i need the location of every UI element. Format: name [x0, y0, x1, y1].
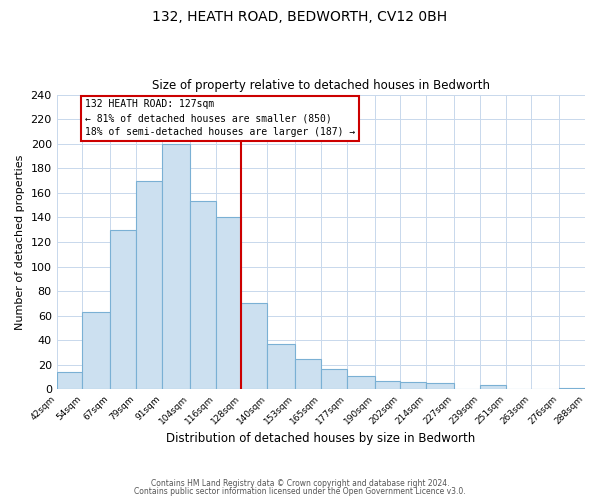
Bar: [190, 202, 215, 390]
Bar: [295, 359, 321, 390]
Bar: [480, 384, 506, 390]
Title: Size of property relative to detached houses in Bedworth: Size of property relative to detached ho…: [152, 79, 490, 92]
Text: 132, HEATH ROAD, BEDWORTH, CV12 0BH: 132, HEATH ROAD, BEDWORTH, CV12 0BH: [152, 10, 448, 24]
Bar: [56, 372, 82, 390]
Bar: [82, 312, 110, 390]
Bar: [241, 304, 267, 390]
Bar: [267, 344, 295, 390]
Bar: [136, 180, 162, 390]
Bar: [559, 388, 585, 390]
Bar: [321, 368, 347, 390]
Bar: [215, 218, 241, 390]
Bar: [426, 384, 454, 390]
Bar: [162, 144, 190, 390]
Bar: [110, 230, 136, 390]
Bar: [347, 376, 374, 390]
Text: Contains HM Land Registry data © Crown copyright and database right 2024.: Contains HM Land Registry data © Crown c…: [151, 478, 449, 488]
Text: Contains public sector information licensed under the Open Government Licence v3: Contains public sector information licen…: [134, 487, 466, 496]
Bar: [400, 382, 426, 390]
Bar: [374, 381, 400, 390]
Y-axis label: Number of detached properties: Number of detached properties: [15, 154, 25, 330]
Text: 132 HEATH ROAD: 127sqm
← 81% of detached houses are smaller (850)
18% of semi-de: 132 HEATH ROAD: 127sqm ← 81% of detached…: [85, 100, 355, 138]
X-axis label: Distribution of detached houses by size in Bedworth: Distribution of detached houses by size …: [166, 432, 475, 445]
